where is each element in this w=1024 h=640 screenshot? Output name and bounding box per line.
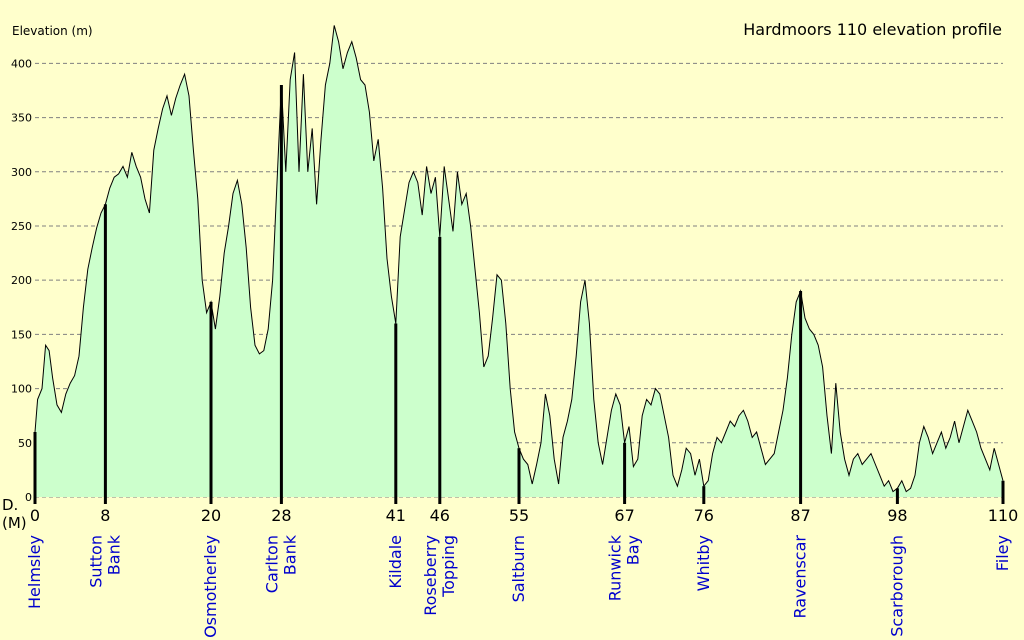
y-tick-label: 0 — [25, 491, 32, 504]
place-label: Sutton — [86, 535, 105, 588]
x-tick-label: 55 — [509, 506, 529, 525]
x-tick-label: 28 — [271, 506, 291, 525]
x-axis-label: D. (M) — [2, 496, 27, 532]
place-label: Kildale — [386, 535, 405, 589]
y-tick-label: 300 — [11, 166, 32, 179]
place-label: Scarborough — [887, 535, 906, 637]
x-axis-label-line-2: (M) — [2, 514, 27, 532]
y-tick-label: 400 — [11, 57, 32, 70]
place-label: Carlton — [262, 535, 281, 593]
place-label: Osmotherley — [201, 535, 220, 638]
place-label: Topping — [439, 535, 458, 598]
y-tick-label: 250 — [11, 220, 32, 233]
y-axis-label: Elevation (m) — [12, 24, 93, 38]
y-tick-label: 50 — [18, 437, 32, 450]
chart-title: Hardmoors 110 elevation profile — [743, 20, 1002, 39]
y-tick-label: 100 — [11, 383, 32, 396]
x-tick-label: 67 — [614, 506, 634, 525]
place-label: Bank — [280, 534, 299, 575]
x-tick-label: 8 — [100, 506, 110, 525]
y-tick-label: 150 — [11, 328, 32, 341]
place-label: Filey — [993, 535, 1012, 571]
place-label: Ravenscar — [791, 535, 810, 619]
x-tick-label: 20 — [201, 506, 221, 525]
place-label: Roseberry — [421, 535, 440, 616]
place-label: Whitby — [694, 535, 713, 591]
x-tick-label: 76 — [694, 506, 714, 525]
x-tick-label: 46 — [430, 506, 450, 525]
x-tick-label: 41 — [386, 506, 406, 525]
x-tick-label: 98 — [887, 506, 907, 525]
place-label: Bank — [104, 534, 123, 575]
x-tick-label: 87 — [790, 506, 810, 525]
place-label: Helmsley — [25, 535, 44, 609]
elevation-area — [35, 25, 1003, 498]
y-tick-label: 350 — [11, 112, 32, 125]
place-label: Runwick — [606, 534, 625, 601]
x-tick-label: 110 — [988, 506, 1019, 525]
place-label: Saltburn — [509, 535, 528, 602]
y-tick-label: 200 — [11, 274, 32, 287]
elevation-line — [34, 25, 1004, 493]
x-tick-label: 0 — [30, 506, 40, 525]
place-label: Bay — [624, 535, 643, 565]
x-axis-label-line-1: D. — [2, 496, 19, 514]
